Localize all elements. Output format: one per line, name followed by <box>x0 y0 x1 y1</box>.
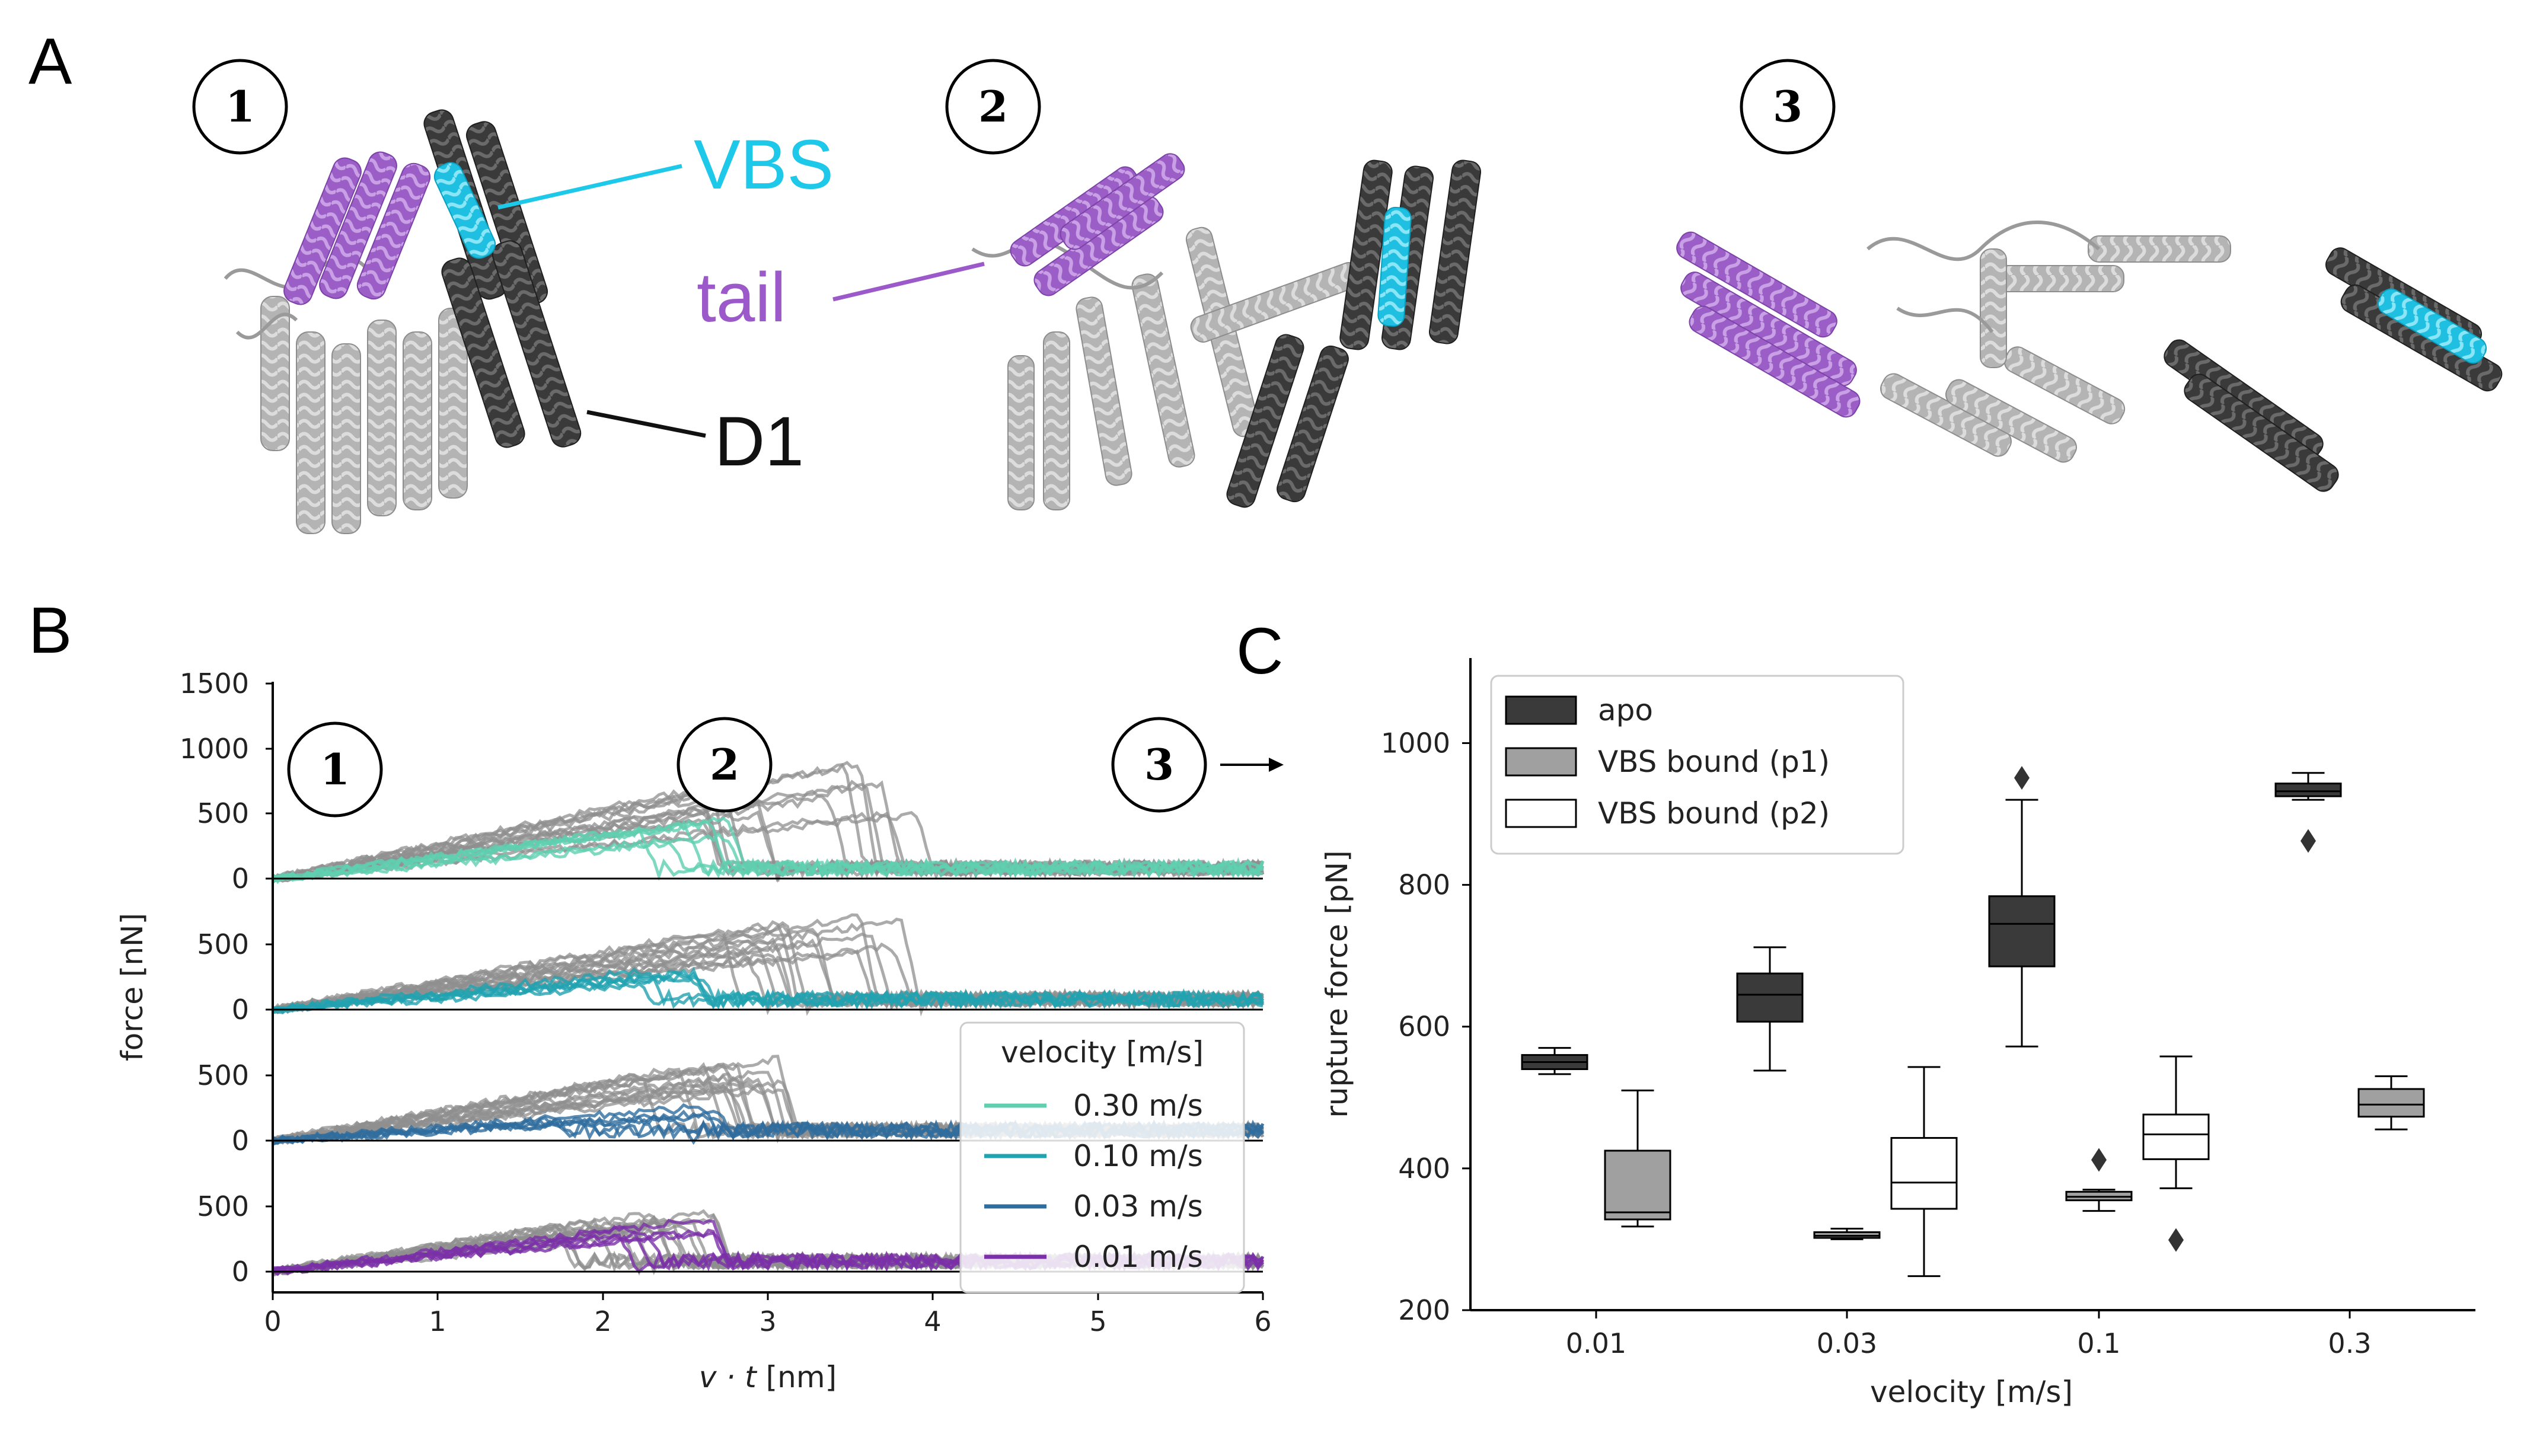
b-legend-title: velocity [m/s] <box>1001 1035 1204 1069</box>
c-legend-swatch <box>1505 695 1577 725</box>
zero-lines <box>273 877 1263 1273</box>
b-x-axis-label: v · t [nm] <box>699 1360 837 1394</box>
b-y-axis-label: force [nN] <box>115 913 149 1061</box>
panel-a-structures: 1 2 3 VBS tail D1 <box>192 59 2503 534</box>
b-ytick-label: 0 <box>232 994 249 1026</box>
c-ytick-label: 800 <box>1398 869 1450 901</box>
tail-pointer-line <box>832 261 985 302</box>
panel-b-force-traces: 1500 1000 500 0 500 0 500 0 500 0 0 1 2 … <box>115 668 1284 1394</box>
b-ytick-label: 0 <box>232 1256 249 1288</box>
box <box>1736 972 1804 1023</box>
d1-label: D1 <box>714 403 804 481</box>
svg-text:1: 1 <box>225 81 255 132</box>
c-legend-label: apo <box>1598 693 1653 727</box>
c-xtick-label: 0.3 <box>2328 1327 2371 1359</box>
vbs-force-trace <box>272 974 1265 1014</box>
outlier <box>2301 829 2316 853</box>
c-y-ticks: 200 400 600 800 1000 <box>1381 727 1470 1326</box>
c-legend-label: VBS bound (p2) <box>1598 796 1830 831</box>
c-xtick-label: 0.03 <box>1817 1327 1877 1359</box>
vbs-force-trace <box>272 819 1264 882</box>
b-arrow-head <box>1269 758 1284 772</box>
b-ytick-label: 1500 <box>180 668 249 700</box>
c-legend-swatch <box>1505 799 1577 828</box>
panel-c-boxplot: 200 400 600 800 1000 0.01 0.03 0.1 0.3 r… <box>1320 658 2475 1409</box>
c-legend: apo VBS bound (p1) VBS bound (p2) <box>1490 675 1904 855</box>
vbs-force-trace <box>272 968 1265 1013</box>
b-xtick-label: 2 <box>594 1305 611 1337</box>
c-ytick-label: 1000 <box>1381 727 1450 759</box>
box <box>1890 1136 1958 1210</box>
box <box>2274 783 2342 797</box>
b-ytick-label: 1000 <box>180 733 249 765</box>
vbs-label: VBS <box>694 126 834 204</box>
panel-b-letter: B <box>28 594 72 667</box>
box <box>1604 1150 1671 1221</box>
b-x-ticks: 0 1 2 3 4 5 6 <box>264 1292 1272 1337</box>
c-legend-label: VBS bound (p1) <box>1598 745 1830 779</box>
box-layer <box>1521 766 2425 1278</box>
state-marker-2: 2 <box>945 59 1041 155</box>
panel-c-letter: C <box>1236 615 1284 688</box>
state-marker-1: 1 <box>192 59 288 155</box>
vbs-pointer-line <box>497 164 682 210</box>
b-xtick-label: 4 <box>924 1305 941 1337</box>
b-marker-2: 2 <box>677 717 773 813</box>
b-ytick-label: 0 <box>232 1125 249 1157</box>
c-ytick-label: 400 <box>1398 1152 1450 1184</box>
b-marker-1: 1 <box>287 721 383 818</box>
svg-text:2: 2 <box>710 739 739 790</box>
panel-a-letter: A <box>28 25 72 98</box>
c-x-ticks: 0.01 0.03 0.1 0.3 <box>1566 1310 2372 1359</box>
tail-label: tail <box>697 258 786 337</box>
d1-pointer-line <box>586 410 706 438</box>
b-xtick-label: 0 <box>264 1305 281 1337</box>
c-ytick-label: 200 <box>1398 1294 1450 1326</box>
b-ytick-label: 500 <box>197 1059 249 1091</box>
b-ytick-label: 500 <box>197 928 249 960</box>
outlier <box>2091 1148 2107 1172</box>
structure-state-2 <box>971 153 1482 510</box>
b-legend-label: 0.10 m/s <box>1073 1139 1203 1173</box>
b-ytick-label: 0 <box>232 863 249 895</box>
svg-text:1: 1 <box>320 744 350 794</box>
vbs-force-trace <box>272 840 1265 884</box>
c-y-axis-label: rupture force [pN] <box>1320 850 1354 1117</box>
b-xtick-label: 1 <box>429 1305 446 1337</box>
b-marker-3: 3 <box>1111 717 1207 813</box>
svg-text:2: 2 <box>978 81 1008 132</box>
b-legend-label: 0.30 m/s <box>1073 1088 1203 1123</box>
b-legend-label: 0.01 m/s <box>1073 1240 1203 1274</box>
svg-text:3: 3 <box>1773 81 1802 132</box>
c-xtick-label: 0.01 <box>1566 1327 1626 1359</box>
structure-state-1 <box>224 109 582 534</box>
c-legend-swatch <box>1505 747 1577 777</box>
b-ytick-label: 500 <box>197 797 249 829</box>
outlier <box>2014 766 2030 790</box>
outlier <box>2168 1228 2184 1252</box>
b-legend: velocity [m/s] 0.30 m/s 0.10 m/s 0.03 m/… <box>959 1021 1245 1294</box>
c-x-axis-label: velocity [m/s] <box>1870 1375 2073 1409</box>
box <box>1988 895 2056 968</box>
box <box>2142 1113 2210 1160</box>
b-y-ticks: 1500 1000 500 0 500 0 500 0 500 0 <box>180 668 273 1288</box>
b-xtick-label: 3 <box>759 1305 776 1337</box>
vbs-force-trace <box>272 971 1264 1013</box>
box <box>2357 1088 2425 1118</box>
b-xtick-label: 5 <box>1089 1305 1106 1337</box>
svg-text:3: 3 <box>1144 739 1174 790</box>
structure-state-3 <box>1676 221 2503 492</box>
c-ytick-label: 600 <box>1398 1011 1450 1043</box>
state-marker-3: 3 <box>1740 59 1836 155</box>
b-xtick-label: 6 <box>1254 1305 1271 1337</box>
b-legend-label: 0.03 m/s <box>1073 1189 1203 1224</box>
b-ytick-label: 500 <box>197 1190 249 1222</box>
c-xtick-label: 0.1 <box>2077 1327 2120 1359</box>
